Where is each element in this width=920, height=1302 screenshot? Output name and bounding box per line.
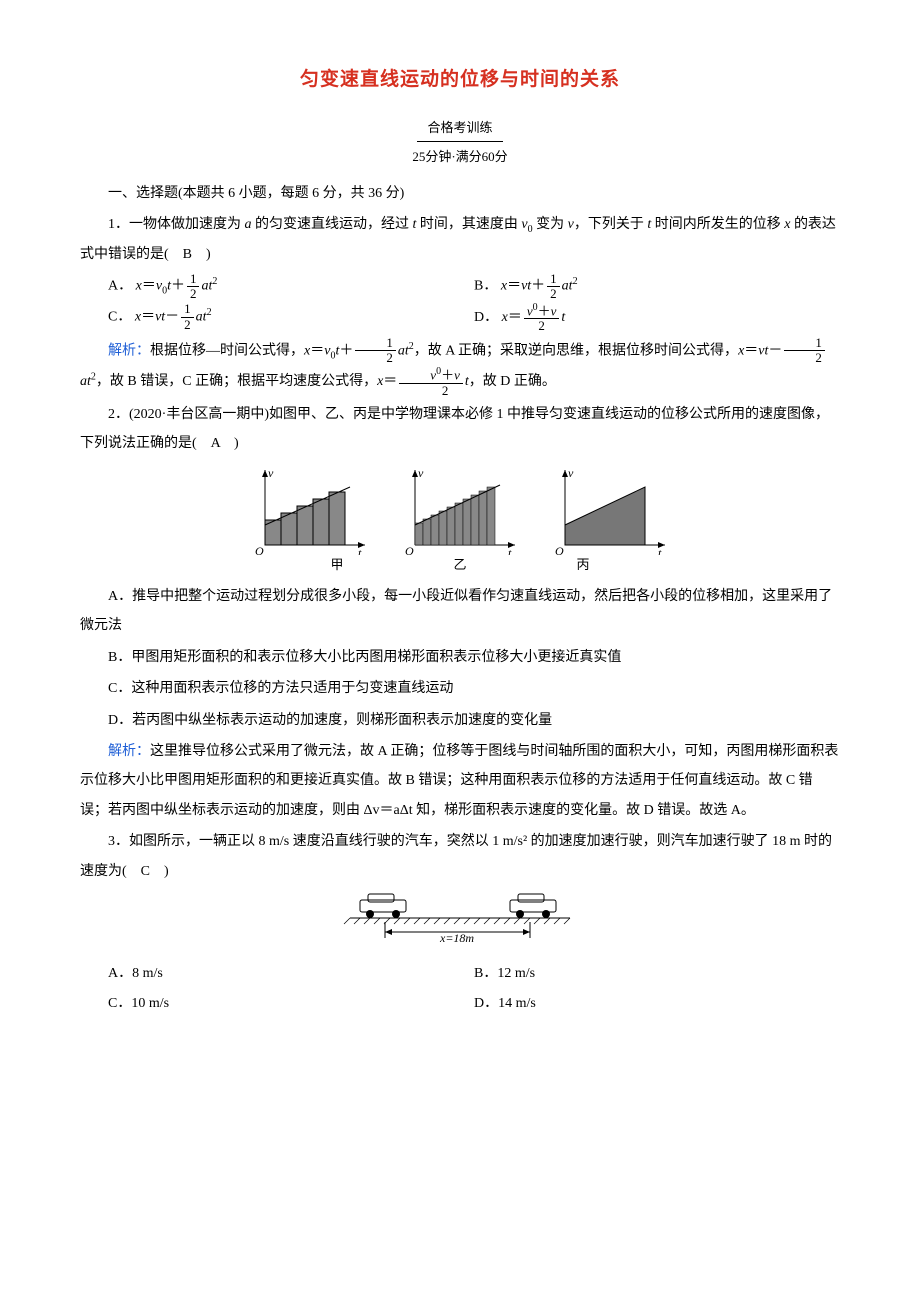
- option-D: D． x＝v0＋v2t: [474, 302, 840, 334]
- question-1-stem: 1．一物体做加速度为 a 的匀变速直线运动，经过 t 时间，其速度由 v0 变为…: [80, 210, 840, 269]
- svg-text:t: t: [658, 546, 662, 555]
- svg-text:O: O: [255, 544, 264, 555]
- analysis-text: 这里推导位移公式采用了微元法，故 A 正确；位移等于图线与时间轴所围的面积大小，…: [80, 744, 838, 818]
- fig-label-b: 乙: [453, 551, 466, 578]
- svg-text:t: t: [508, 546, 512, 555]
- q1-text: ，下列关于: [574, 217, 648, 232]
- exam-header-top: 合格考训练: [417, 114, 502, 142]
- figure-labels: 甲 乙 丙: [80, 551, 840, 578]
- analysis-label: 解析：: [108, 744, 150, 759]
- q1-text: 变为: [533, 217, 568, 232]
- svg-text:t: t: [358, 546, 362, 555]
- diagram-label: x=18m: [439, 931, 474, 942]
- q1-text: 的匀变速直线运动，经过: [252, 217, 413, 232]
- analysis-text: ，故 B 错误，C 正确；根据平均速度公式得，: [96, 374, 377, 389]
- analysis-text: 根据位移—时间公式得，: [150, 343, 304, 358]
- car-left-icon: [360, 894, 406, 918]
- option-B: B． x＝vt＋12at2: [474, 271, 840, 301]
- svg-text:v: v: [418, 466, 424, 480]
- opt-prefix: D．: [474, 310, 498, 325]
- option-C: C．这种用面积表示位移的方法只适用于匀变速直线运动: [80, 674, 840, 703]
- question-2-analysis: 解析：这里推导位移公式采用了微元法，故 A 正确；位移等于图线与时间轴所围的面积…: [80, 737, 840, 825]
- car-right-icon: [510, 894, 556, 918]
- chart-jia: v t O: [250, 465, 370, 555]
- option-A: A．8 m/s: [108, 959, 474, 988]
- car-diagram: x=18m: [80, 892, 840, 953]
- question-3-options: A．8 m/s B．12 m/s C．10 m/s D．14 m/s: [108, 959, 840, 1018]
- figure-row: v t O v t O: [80, 465, 840, 555]
- q1-text: 时间，其速度由: [416, 217, 521, 232]
- option-A: A．推导中把整个运动过程划分成很多小段，每一小段近似看作匀速直线运动，然后把各小…: [80, 582, 840, 641]
- chart-yi: v t O: [400, 465, 520, 555]
- opt-prefix: A．: [108, 279, 132, 294]
- question-1-options: A． x＝v0t＋12at2 B． x＝vt＋12at2 C． x＝vt－12a…: [108, 271, 840, 333]
- q1-text: 1．一物体做加速度为: [108, 217, 245, 232]
- svg-text:O: O: [405, 544, 414, 555]
- exam-header: 合格考训练 25分钟·满分60分: [80, 114, 840, 171]
- option-D: D．14 m/s: [474, 989, 840, 1018]
- svg-text:v: v: [268, 466, 274, 480]
- analysis-label: 解析：: [108, 343, 150, 358]
- fig-label-c: 丙: [577, 551, 590, 578]
- page-title: 匀变速直线运动的位移与时间的关系: [80, 60, 840, 100]
- question-3-stem: 3．如图所示，一辆正以 8 m/s 速度沿直线行驶的汽车，突然以 1 m/s² …: [80, 827, 840, 886]
- option-B: B．12 m/s: [474, 959, 840, 988]
- option-D: D．若丙图中纵坐标表示运动的加速度，则梯形面积表示加速度的变化量: [80, 706, 840, 735]
- analysis-text: ，故 D 正确。: [469, 374, 556, 389]
- option-C: C． x＝vt－12at2: [108, 302, 474, 334]
- opt-prefix: C．: [108, 309, 131, 324]
- option-A: A． x＝v0t＋12at2: [108, 271, 474, 301]
- analysis-text: ，故 A 正确；采取逆向思维，根据位移时间公式得，: [414, 343, 738, 358]
- svg-text:v: v: [568, 466, 574, 480]
- q1-text: 时间内所发生的位移: [651, 217, 784, 232]
- option-B: B．甲图用矩形面积的和表示位移大小比丙图用梯形面积表示位移大小更接近真实值: [80, 643, 840, 672]
- fig-label-a: 甲: [330, 551, 343, 578]
- section-heading: 一、选择题(本题共 6 小题，每题 6 分，共 36 分): [80, 179, 840, 208]
- option-C: C．10 m/s: [108, 989, 474, 1018]
- svg-text:O: O: [555, 544, 564, 555]
- question-2-stem: 2．(2020·丰台区高一期中)如图甲、乙、丙是中学物理课本必修 1 中推导匀变…: [80, 400, 840, 459]
- exam-header-bot: 25分钟·满分60分: [80, 143, 840, 170]
- question-1-analysis: 解析：根据位移—时间公式得，x＝v0t＋12at2，故 A 正确；采取逆向思维，…: [80, 336, 840, 398]
- opt-prefix: B．: [474, 279, 497, 294]
- chart-bing: v t O: [550, 465, 670, 555]
- var-a: a: [245, 217, 252, 232]
